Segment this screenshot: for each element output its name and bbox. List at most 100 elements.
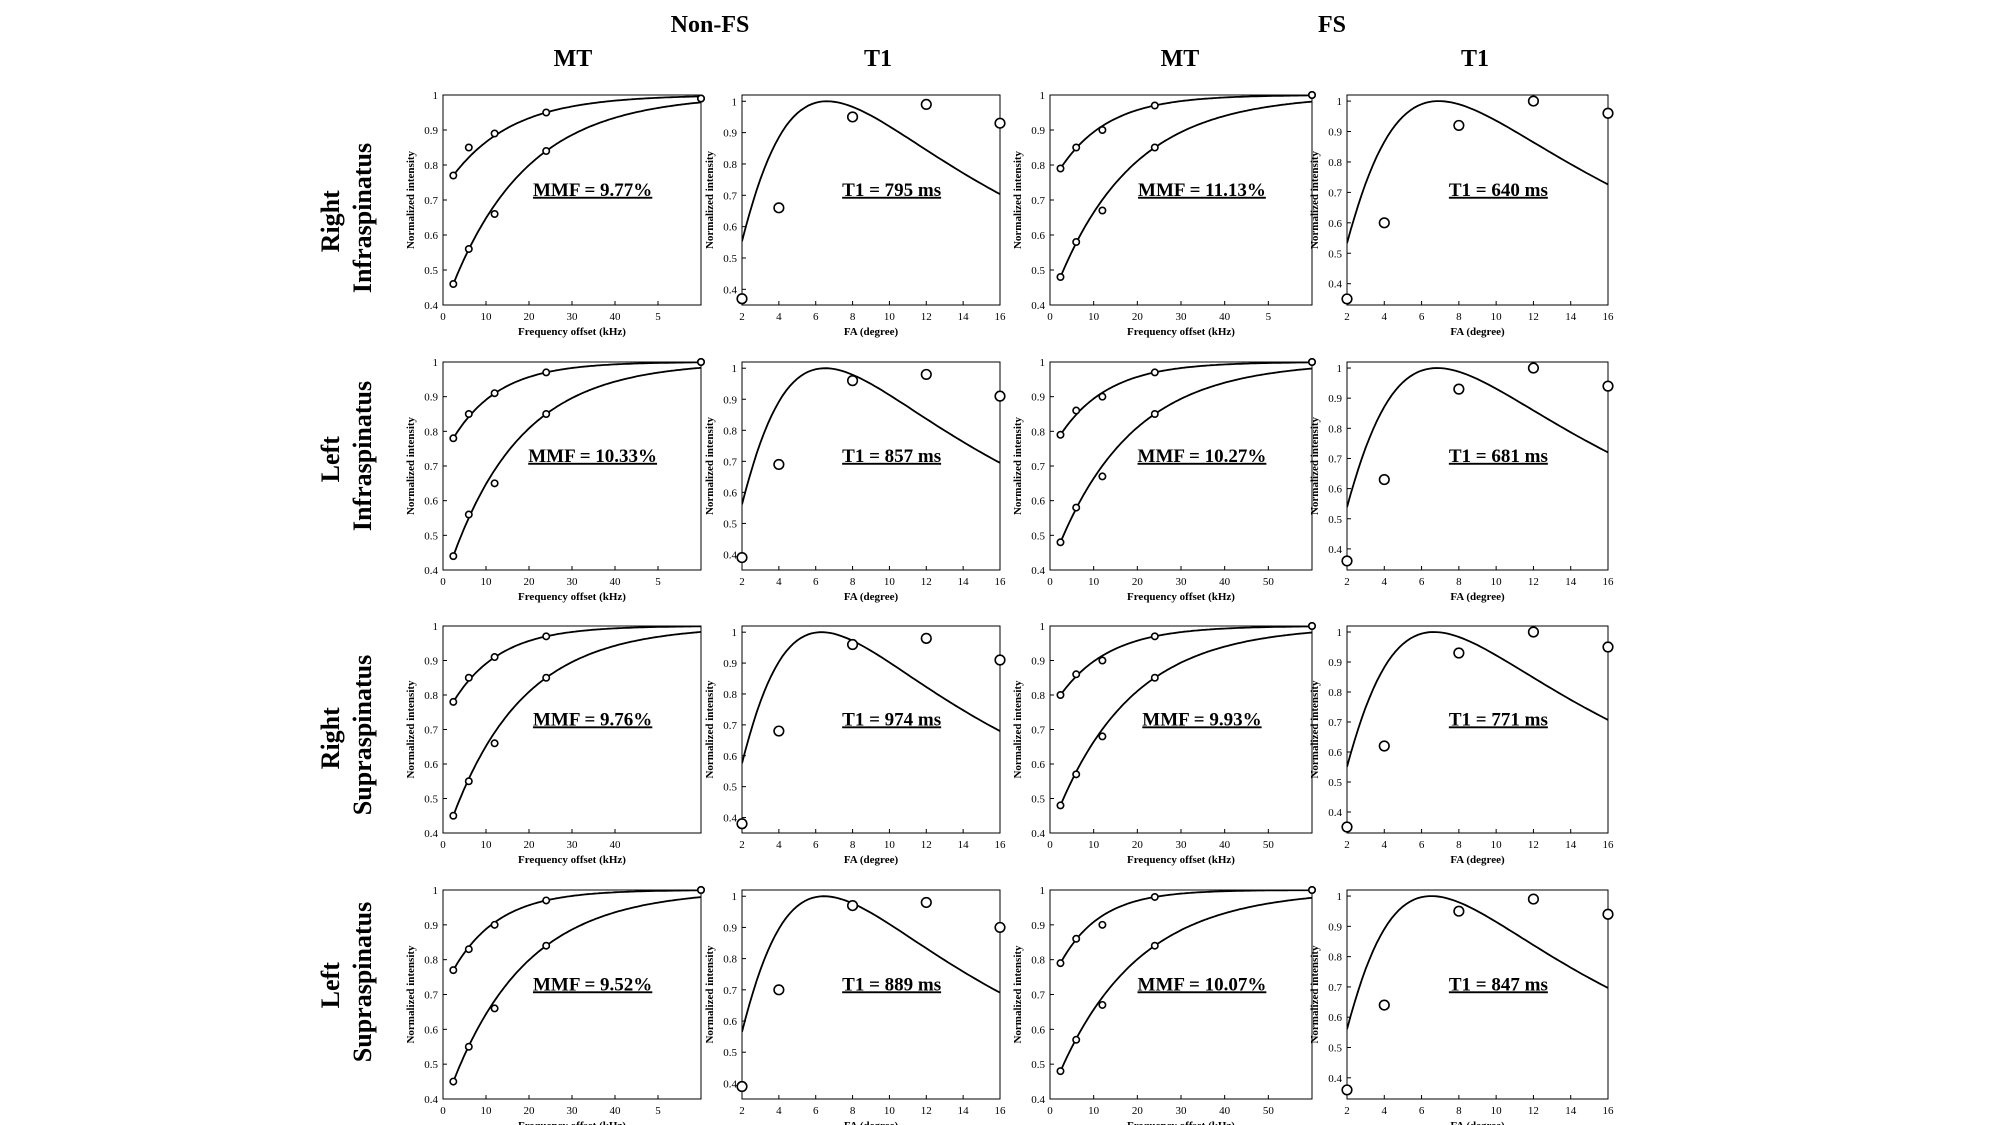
chart-panel-r2c2: 2 4 6 8 10 12 14 16 0.4 0.5 0.6 0.7 0.8 0.9 1 FA (degre… [704, 361, 1006, 603]
y-tick-label: 0.8 [723, 954, 737, 966]
x-tick-label: 10 [481, 839, 493, 851]
y-tick-label: 0.4 [1328, 807, 1342, 819]
x-tick-label: 40 [1219, 839, 1231, 851]
y-tick-label: 0.4 [1031, 300, 1045, 312]
x-tick-label: 16 [1603, 839, 1615, 851]
data-point [1072, 238, 1081, 247]
y-tick-label: 0.8 [424, 955, 438, 967]
x-tick-label: 30 [567, 576, 579, 588]
y-tick-label: 0.7 [1031, 990, 1045, 1002]
data-point [1341, 821, 1353, 833]
y-tick-label: 0.6 [1328, 218, 1342, 230]
x-tick-label: 40 [610, 1105, 622, 1117]
y-axis-label: Normalized intensity [1012, 416, 1024, 515]
y-tick-label: 0.7 [1031, 195, 1045, 207]
data-point [1378, 217, 1390, 229]
chart-panel-r1c4: 2 4 6 8 10 12 14 16 0.4 0.5 0.6 0.7 0.8 0.9 1 FA (degre… [1309, 94, 1614, 338]
y-tick-label: 0.8 [723, 425, 737, 437]
x-axis-label: FA (degree) [1450, 1120, 1505, 1125]
data-point [736, 293, 748, 305]
y-tick-label: 1 [1040, 90, 1046, 102]
data-point [1453, 647, 1465, 659]
x-tick-label: 5 [655, 576, 661, 588]
x-tick-label: 20 [1132, 1105, 1144, 1117]
data-point [449, 1077, 458, 1086]
x-tick-label: 0 [440, 839, 446, 851]
x-tick-label: 5 [1266, 311, 1272, 323]
annotation-label: MMF = 9.76% [533, 709, 652, 730]
y-tick-label: 0.9 [424, 656, 438, 668]
y-tick-label: 1 [1040, 621, 1046, 633]
y-tick-label: 0.4 [424, 828, 438, 840]
data-point [994, 654, 1006, 666]
y-axis-label: Normalized intensity [704, 416, 716, 515]
x-tick-label: 0 [440, 311, 446, 323]
y-axis-label: Normalized intensity [1012, 150, 1024, 249]
fit-curve-series-2 [1059, 367, 1312, 543]
y-tick-label: 1 [732, 363, 738, 375]
chart-panel-r3c3: 0 10 20 30 40 50 0.4 0.5 0.6 0.7 0.8 0.9 1 Frequency … [1012, 621, 1317, 866]
figure-headers: Non-FS FS MT T1 MT T1 Right Infraspinatu… [316, 12, 1489, 1062]
y-tick-label: 1 [732, 627, 738, 639]
y-tick-label: 0.7 [1031, 725, 1045, 737]
y-tick-label: 0.7 [723, 456, 737, 468]
x-tick-label: 4 [1382, 576, 1388, 588]
y-tick-label: 1 [433, 90, 439, 102]
y-tick-label: 0.9 [1031, 920, 1045, 932]
y-tick-label: 0.6 [424, 759, 438, 771]
data-point [1308, 357, 1317, 366]
y-tick-label: 0.4 [1328, 544, 1342, 556]
y-tick-label: 0.7 [1328, 453, 1342, 465]
data-point [1072, 406, 1081, 415]
data-point [1602, 107, 1614, 119]
x-tick-label: 20 [1132, 576, 1144, 588]
x-tick-label: 20 [1132, 311, 1144, 323]
annotation-label: MMF = 10.33% [528, 446, 657, 467]
data-point [1378, 740, 1390, 752]
y-tick-label: 0.4 [723, 284, 737, 296]
annotation-label: T1 = 857 ms [842, 446, 941, 467]
data-point [542, 941, 551, 950]
y-tick-label: 1 [1337, 363, 1343, 375]
y-tick-label: 0.5 [723, 518, 737, 530]
y-tick-label: 1 [1337, 96, 1343, 108]
x-tick-label: 4 [1382, 311, 1388, 323]
row-header-left-supraspinatus: Left Supraspinatus [316, 902, 377, 1062]
y-tick-label: 0.9 [723, 128, 737, 140]
x-tick-label: 10 [1491, 1105, 1503, 1117]
data-point [1098, 1000, 1107, 1009]
y-tick-label: 0.7 [723, 190, 737, 202]
y-tick-label: 0.4 [723, 813, 737, 825]
data-point [464, 945, 473, 954]
x-tick-label: 40 [610, 839, 622, 851]
y-axis-label: Normalized intensity [704, 680, 716, 779]
data-point [1341, 1084, 1353, 1096]
data-point [1378, 473, 1390, 486]
y-tick-label: 0.6 [723, 751, 737, 763]
data-point [1150, 368, 1159, 377]
y-axis-label: Normalized intensity [1012, 680, 1024, 779]
y-tick-label: 1 [732, 96, 738, 108]
y-tick-label: 0.5 [1328, 248, 1342, 260]
y-tick-label: 0.5 [424, 794, 438, 806]
data-point [846, 638, 859, 651]
y-tick-label: 0.4 [424, 300, 438, 312]
x-tick-label: 0 [1047, 1105, 1053, 1117]
data-point [736, 551, 748, 564]
y-tick-label: 0.9 [424, 920, 438, 932]
x-tick-label: 8 [1456, 1105, 1462, 1117]
y-tick-label: 0.6 [723, 222, 737, 234]
y-tick-label: 0.9 [723, 922, 737, 934]
x-tick-label: 16 [995, 1105, 1007, 1117]
data-point [542, 368, 551, 377]
fit-curve-series-1 [742, 895, 1000, 1033]
y-tick-label: 0.8 [723, 689, 737, 701]
data-point [490, 210, 499, 219]
y-tick-label: 0.8 [1328, 952, 1342, 964]
y-tick-label: 0.9 [723, 658, 737, 670]
x-axis-label: Frequency offset (kHz) [518, 326, 626, 338]
data-point [1056, 430, 1065, 439]
x-tick-label: 8 [1456, 839, 1462, 851]
data-point [994, 921, 1006, 934]
data-point [1341, 293, 1353, 305]
